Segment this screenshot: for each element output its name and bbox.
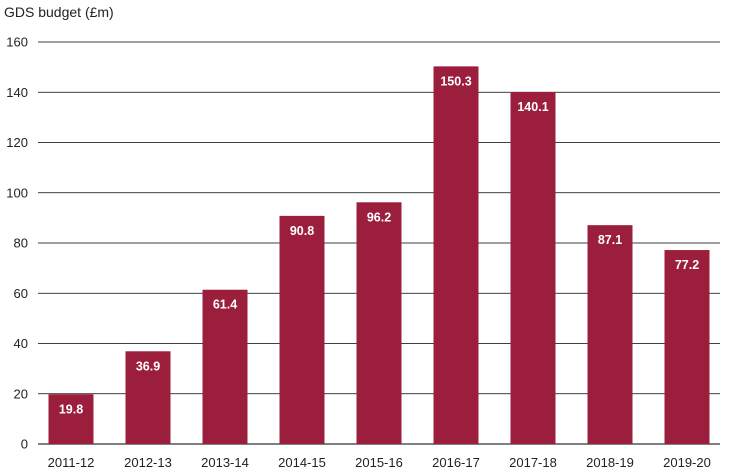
x-tick-label: 2014-15	[278, 455, 326, 470]
y-tick-label: 80	[14, 236, 28, 251]
bar-value-label: 61.4	[213, 298, 237, 312]
y-tick-label: 160	[6, 35, 28, 50]
y-axis-ticks: 0 20 40 60 80 100 120 140 160	[6, 35, 28, 452]
bar	[279, 215, 325, 444]
bar-value-label: 140.1	[517, 100, 548, 114]
y-tick-label: 100	[6, 185, 28, 200]
x-tick-label: 2013-14	[201, 455, 249, 470]
bar-value-label: 96.2	[367, 210, 391, 224]
y-tick-label: 120	[6, 135, 28, 150]
bar-value-label: 90.8	[290, 224, 314, 238]
bar-value-labels: 19.8 36.9 61.4 90.8 96.2 150.3 140.1 87.1 77.2	[59, 74, 699, 416]
bars	[48, 66, 710, 444]
bar-value-label: 36.9	[136, 359, 160, 373]
x-tick-label: 2012-13	[124, 455, 172, 470]
bar	[125, 351, 171, 444]
y-tick-label: 20	[14, 386, 28, 401]
x-tick-label: 2019-20	[663, 455, 711, 470]
x-tick-label: 2011-12	[48, 455, 95, 470]
bar	[202, 289, 248, 444]
bar	[433, 66, 479, 444]
x-tick-label: 2015-16	[355, 455, 403, 470]
x-tick-label: 2016-17	[432, 455, 480, 470]
x-tick-label: 2017-18	[509, 455, 557, 470]
bar	[587, 225, 633, 444]
y-tick-label: 40	[14, 336, 28, 351]
bar	[510, 91, 556, 444]
bar	[48, 394, 94, 444]
x-tick-label: 2018-19	[586, 455, 634, 470]
bar-value-label: 150.3	[440, 74, 471, 88]
bar-value-label: 19.8	[59, 402, 83, 416]
y-tick-label: 140	[6, 85, 28, 100]
x-axis-ticks: 2011-12 2012-13 2013-14 2014-15 2015-16 2016-…	[48, 455, 711, 470]
bar	[664, 250, 710, 444]
bar	[356, 202, 402, 444]
bar-value-label: 77.2	[675, 258, 699, 272]
bar-value-label: 87.1	[598, 233, 622, 247]
y-tick-label: 60	[14, 286, 28, 301]
y-axis-title: GDS budget (£m)	[4, 4, 114, 20]
y-tick-label: 0	[21, 437, 28, 452]
